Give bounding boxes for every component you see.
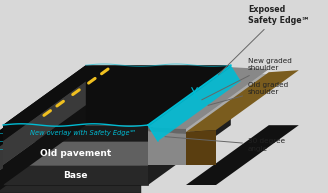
Polygon shape — [148, 65, 231, 141]
Polygon shape — [148, 105, 231, 185]
Polygon shape — [0, 181, 134, 193]
Polygon shape — [3, 65, 86, 141]
Polygon shape — [0, 149, 127, 165]
Polygon shape — [0, 89, 79, 173]
Polygon shape — [0, 105, 65, 189]
Polygon shape — [148, 81, 231, 165]
Polygon shape — [148, 127, 186, 134]
Polygon shape — [148, 71, 269, 134]
Polygon shape — [0, 121, 72, 193]
Polygon shape — [0, 113, 224, 173]
Polygon shape — [0, 133, 141, 149]
Polygon shape — [0, 165, 127, 189]
Polygon shape — [0, 81, 217, 141]
Polygon shape — [0, 89, 224, 149]
Text: Old graded
shoulder: Old graded shoulder — [208, 82, 288, 105]
Polygon shape — [186, 130, 216, 165]
Polygon shape — [0, 89, 210, 149]
Polygon shape — [0, 141, 134, 157]
Polygon shape — [0, 73, 224, 133]
Text: New graded
shoulder: New graded shoulder — [202, 58, 292, 100]
Polygon shape — [3, 125, 148, 141]
Polygon shape — [148, 131, 186, 165]
Polygon shape — [0, 189, 127, 193]
Polygon shape — [3, 81, 86, 165]
Text: Exposed
Safety Edge℠: Exposed Safety Edge℠ — [218, 5, 310, 75]
Polygon shape — [3, 105, 86, 185]
Polygon shape — [3, 105, 231, 165]
Polygon shape — [0, 129, 65, 193]
Polygon shape — [3, 141, 148, 165]
Polygon shape — [0, 97, 72, 181]
Polygon shape — [0, 129, 210, 189]
Polygon shape — [148, 67, 269, 129]
Polygon shape — [0, 113, 79, 193]
Polygon shape — [0, 157, 134, 181]
Polygon shape — [186, 70, 299, 132]
Polygon shape — [0, 173, 141, 193]
Polygon shape — [0, 97, 217, 157]
Text: 30 degree
angle: 30 degree angle — [165, 137, 285, 152]
Polygon shape — [0, 121, 217, 181]
Polygon shape — [148, 65, 241, 141]
Polygon shape — [0, 73, 79, 149]
Polygon shape — [0, 89, 65, 165]
Polygon shape — [0, 105, 210, 165]
Polygon shape — [3, 81, 231, 141]
Polygon shape — [3, 65, 231, 125]
Text: Old pavement: Old pavement — [40, 148, 111, 157]
Text: New overlay with Safety Edge℠: New overlay with Safety Edge℠ — [30, 130, 137, 136]
Polygon shape — [3, 165, 148, 185]
Polygon shape — [0, 149, 141, 173]
Polygon shape — [186, 125, 299, 185]
Text: Base: Base — [63, 170, 88, 179]
Polygon shape — [0, 81, 72, 157]
